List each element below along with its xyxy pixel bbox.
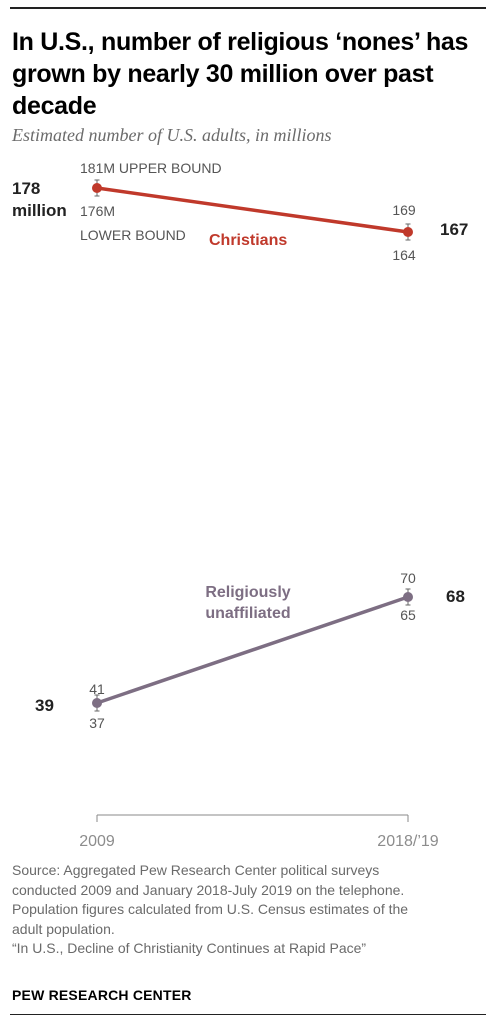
top-rule [10,7,486,9]
lower-bound-label: 164 [392,247,416,263]
series-line [95,186,410,234]
x-tick-label: 2018/’19 [377,833,438,850]
source-line: conducted 2009 and January 2018-July 201… [12,881,405,898]
source-line: Population figures calculated from U.S. … [12,901,409,917]
series-label: Christians [209,232,287,249]
chart-title: In U.S., number of religious ‘nones’ has… [12,28,469,120]
lower-bound-caption: LOWER BOUND [80,227,186,243]
lower-bound-label: 176M [80,203,115,219]
value-label: 167 [440,220,468,239]
value-unit-label: million [12,201,67,220]
upper-bound-label: 70 [400,570,416,586]
data-point [92,183,102,193]
series-line [95,595,410,705]
value-label: 68 [446,587,465,606]
lower-bound-label: 65 [400,607,416,623]
data-point [403,592,413,602]
line-chart: 2009 2018/’19 178 million 181M UPPER BOUND 17… [12,160,468,850]
value-label: 39 [35,696,54,715]
source-note: Source: Aggregated Pew Research Center p… [12,861,482,959]
data-point [403,227,413,237]
publisher-name: PEW RESEARCH CENTER [12,987,192,1003]
upper-bound-label: 169 [392,202,416,218]
upper-bound-label: 181M UPPER BOUND [80,160,222,176]
chart-subtitle: Estimated number of U.S. adults, in mill… [12,125,332,145]
upper-bound-label: 41 [89,681,105,697]
value-label: 178 [12,179,40,198]
data-point [92,698,102,708]
series-label: Religiously [205,584,290,601]
bottom-rule [10,1014,486,1015]
source-line: Source: Aggregated Pew Research Center p… [12,862,380,878]
x-tick-label: 2009 [79,833,115,850]
source-line: adult population. [12,920,115,937]
source-line: “In U.S., Decline of Christianity Contin… [12,940,367,956]
series-label: unaffiliated [205,605,290,622]
lower-bound-label: 37 [89,715,105,731]
